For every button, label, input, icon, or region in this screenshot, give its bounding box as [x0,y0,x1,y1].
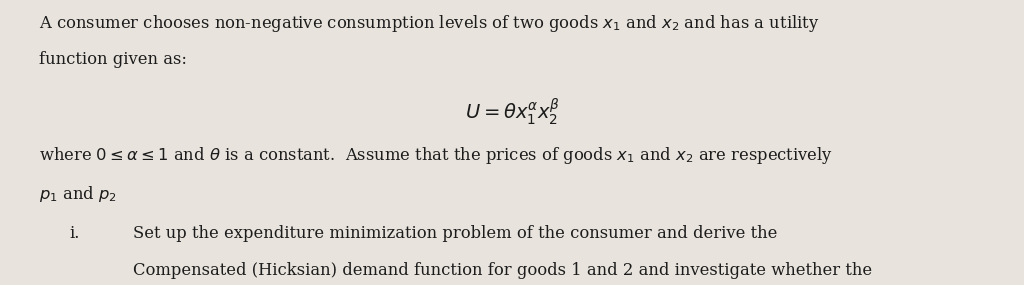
Text: A consumer chooses non-negative consumption levels of two goods $x_1$ and $x_2$ : A consumer chooses non-negative consumpt… [39,13,819,34]
Text: Set up the expenditure minimization problem of the consumer and derive the: Set up the expenditure minimization prob… [133,225,777,242]
Text: $U = \theta x_1^{\alpha} x_2^{\beta}$: $U = \theta x_1^{\alpha} x_2^{\beta}$ [465,97,559,127]
Text: where $0 \leq \alpha \leq 1$ and $\theta$ is a constant.  Assume that the prices: where $0 \leq \alpha \leq 1$ and $\theta… [39,145,833,166]
Text: i.: i. [70,225,80,242]
Text: Compensated (Hicksian) demand function for goods 1 and 2 and investigate whether: Compensated (Hicksian) demand function f… [133,262,872,279]
Text: $p_1$ and $p_2$: $p_1$ and $p_2$ [39,184,117,204]
Text: function given as:: function given as: [39,51,187,68]
